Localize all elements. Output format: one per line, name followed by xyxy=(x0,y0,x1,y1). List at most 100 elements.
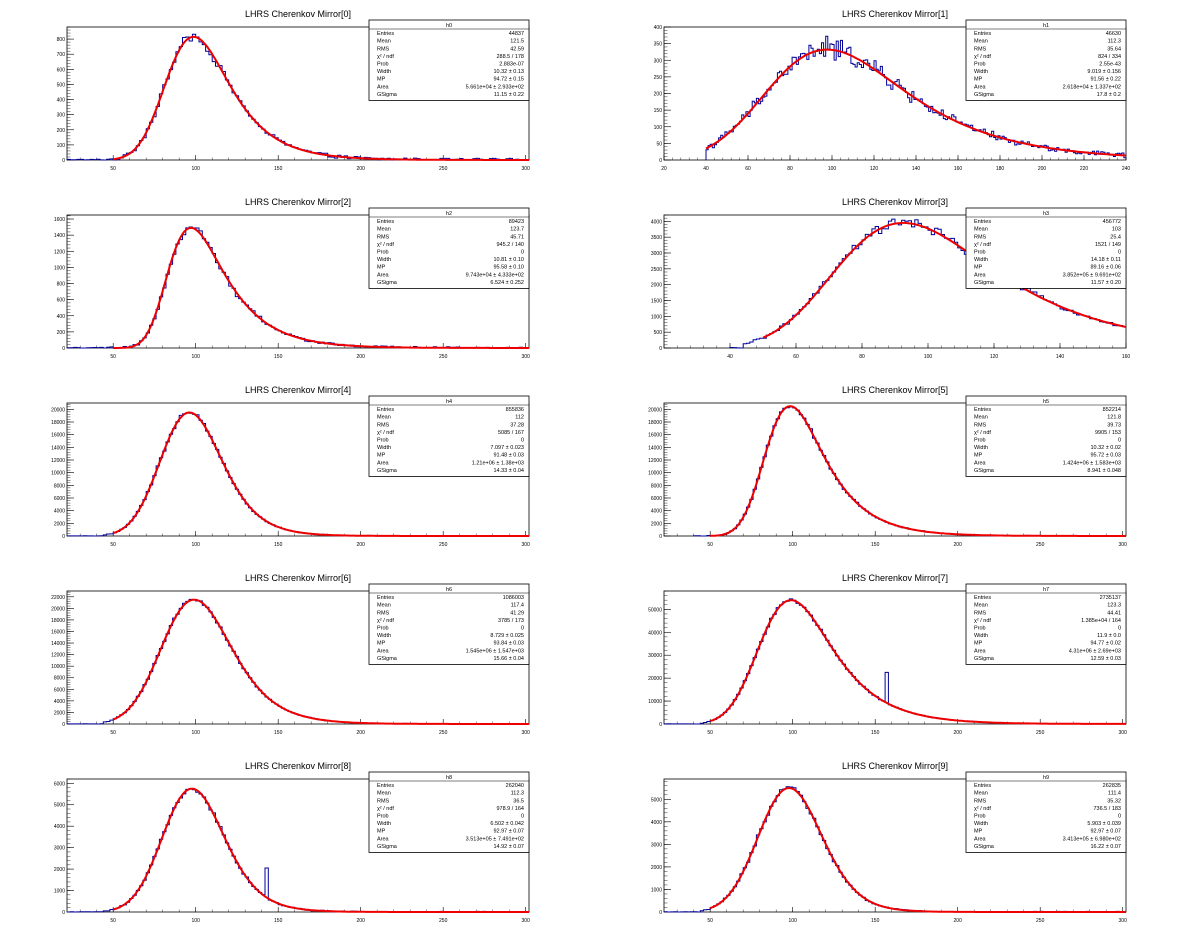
x-tick-label: 60 xyxy=(745,166,751,172)
y-tick-label: 500 xyxy=(654,330,663,336)
stats-label: MP xyxy=(974,265,983,271)
stats-label: Area xyxy=(377,460,390,466)
x-tick-label: 50 xyxy=(707,730,713,736)
x-tick-label: 50 xyxy=(110,354,116,360)
x-axis: 50 100 150 200 250 300 xyxy=(79,907,530,924)
x-axis: 50 100 150 200 250 300 xyxy=(677,531,1127,548)
stats-value: 3785 / 173 xyxy=(498,618,524,624)
stats-label: MP xyxy=(377,453,386,459)
y-tick-label: 300 xyxy=(654,58,663,64)
stats-value: 95.58 ± 0.10 xyxy=(493,265,524,271)
y-tick-label: 8000 xyxy=(54,676,65,682)
stats-value: 3.513e+05 ± 7.491e+02 xyxy=(466,836,524,842)
y-tick-label: 2000 xyxy=(651,283,662,289)
stats-value: 1.21e+06 ± 1.38e+03 xyxy=(472,460,524,466)
y-axis: 0 1000 2000 3000 4000 5000 6000 xyxy=(54,778,74,916)
stats-label: Prob xyxy=(377,626,389,632)
y-tick-label: 4000 xyxy=(54,699,65,705)
stats-label: Entries xyxy=(974,783,991,789)
stats-value: 117.4 xyxy=(511,603,524,609)
y-tick-label: 1200 xyxy=(54,249,65,255)
x-tick-label: 250 xyxy=(439,542,448,548)
stats-box: h8 Entries 262040 Mean 112.3 RMS 36.5 χ² / ndf 9… xyxy=(368,771,530,853)
y-axis: 0 10000 20000 30000 40000 50000 xyxy=(648,590,671,728)
stats-label: Entries xyxy=(377,595,394,601)
x-tick-label: 250 xyxy=(1036,918,1045,924)
stats-box-name: h1 xyxy=(1043,23,1049,29)
stats-label: Area xyxy=(974,272,987,278)
x-tick-label: 300 xyxy=(522,166,531,172)
stats-label: Width xyxy=(974,633,988,639)
stats-value: 2735137 xyxy=(1100,595,1121,601)
x-tick-label: 50 xyxy=(110,166,116,172)
stats-box-name: h6 xyxy=(446,587,452,593)
stats-value: 5.903 ± 0.039 xyxy=(1087,821,1121,827)
y-tick-label: 12000 xyxy=(51,653,65,659)
y-tick-label: 16000 xyxy=(648,433,662,439)
plot-title: LHRS Cherenkov Mirror[2] xyxy=(245,197,351,207)
y-tick-label: 300 xyxy=(57,113,66,119)
x-tick-label: 250 xyxy=(439,730,448,736)
histogram-panel-0: LHRS Cherenkov Mirror[0] 50 100 150 200 250 30… xyxy=(57,9,530,172)
stats-value: 4.31e+06 ± 2.69e+03 xyxy=(1069,648,1121,654)
stats-value: 37.28 xyxy=(510,422,524,428)
y-tick-label: 400 xyxy=(654,25,663,31)
stats-label: χ² / ndf xyxy=(974,54,991,60)
x-tick-label: 200 xyxy=(1038,166,1047,172)
stats-value: 14.18 ± 0.11 xyxy=(1091,257,1121,263)
stats-label: χ² / ndf xyxy=(377,806,394,812)
stats-label: Width xyxy=(377,257,391,263)
stats-label: GSigma xyxy=(377,656,398,662)
y-tick-label: 6000 xyxy=(54,496,65,502)
stats-value: 855836 xyxy=(506,407,524,413)
stats-label: Mean xyxy=(974,603,988,609)
stats-value: 5085 / 167 xyxy=(498,430,524,436)
stats-label: Prob xyxy=(974,814,986,820)
y-tick-label: 14000 xyxy=(51,641,65,647)
y-tick-label: 16000 xyxy=(51,433,65,439)
stats-value: 0 xyxy=(1118,814,1121,820)
plot-title: LHRS Cherenkov Mirror[7] xyxy=(842,573,948,583)
y-tick-label: 4000 xyxy=(54,509,65,515)
stats-label: Width xyxy=(377,821,391,827)
y-tick-label: 2500 xyxy=(651,267,662,273)
stats-label: Area xyxy=(377,84,390,90)
stats-value: 91.48 ± 0.03 xyxy=(493,453,524,459)
y-tick-label: 16000 xyxy=(51,629,65,635)
y-tick-label: 30000 xyxy=(648,653,662,659)
stats-value: 1086003 xyxy=(503,595,524,601)
y-tick-label: 4000 xyxy=(651,820,662,826)
y-tick-label: 0 xyxy=(62,910,65,916)
stats-label: Width xyxy=(974,445,988,451)
stats-value: 1.424e+06 ± 1.583e+03 xyxy=(1063,460,1121,466)
y-tick-label: 3000 xyxy=(54,846,65,852)
stats-label: RMS xyxy=(974,798,987,804)
stats-label: Mean xyxy=(377,603,391,609)
stats-value: 9905 / 153 xyxy=(1095,430,1121,436)
stats-value: 10.81 ± 0.10 xyxy=(493,257,524,263)
stats-box-frame xyxy=(965,395,1127,477)
plot-title: LHRS Cherenkov Mirror[6] xyxy=(245,573,351,583)
stats-value: 262835 xyxy=(1103,783,1121,789)
x-tick-label: 220 xyxy=(1080,166,1089,172)
stats-label: MP xyxy=(974,641,983,647)
stats-box: h0 Entries 44837 Mean 121.5 RMS 42.59 χ² / ndf 2… xyxy=(368,19,530,101)
stats-label: Width xyxy=(974,257,988,263)
stats-value: 11.57 ± 0.20 xyxy=(1091,280,1121,286)
x-tick-label: 150 xyxy=(274,730,283,736)
plot-title: LHRS Cherenkov Mirror[0] xyxy=(245,9,351,19)
stats-label: Width xyxy=(377,69,391,75)
y-tick-label: 200 xyxy=(57,128,66,134)
stats-box: h6 Entries 1086003 Mean 117.4 RMS 41.29 χ² / nd… xyxy=(368,583,530,665)
x-tick-label: 100 xyxy=(789,918,798,924)
stats-value: 1521 / 149 xyxy=(1095,242,1121,248)
y-tick-label: 600 xyxy=(57,298,66,304)
x-tick-label: 120 xyxy=(870,166,879,172)
y-tick-label: 6000 xyxy=(54,781,65,787)
y-tick-label: 500 xyxy=(57,82,66,88)
stats-value: 42.59 xyxy=(510,46,524,52)
stats-label: MP xyxy=(377,265,386,271)
stats-label: GSigma xyxy=(974,844,995,850)
y-tick-label: 0 xyxy=(659,534,662,540)
